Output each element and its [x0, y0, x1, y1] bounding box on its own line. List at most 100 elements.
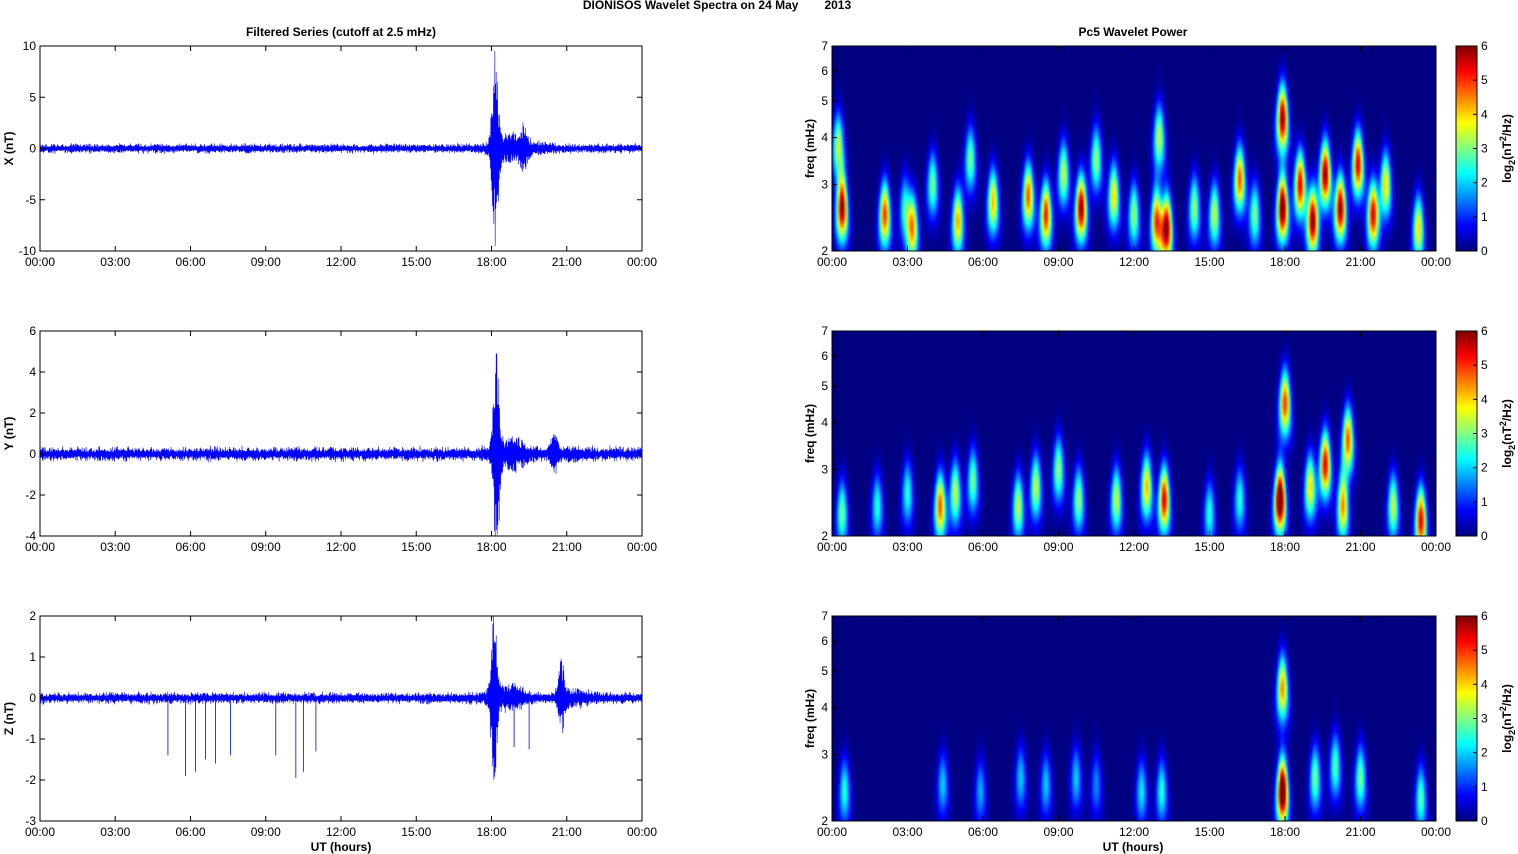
colorbar-label-part: log [1500, 450, 1514, 468]
x-wavelet-x-tick-label: 15:00 [1194, 255, 1224, 269]
y-series-axes-frame [39, 330, 643, 537]
x-wavelet-y-tick-label: 2 [821, 244, 828, 258]
x-wavelet-colorbar-tick-label: 2 [1481, 176, 1488, 190]
x-wavelet-y-tick-label: 4 [821, 131, 828, 145]
x-series-y-tick-label: 5 [29, 90, 36, 104]
y-series-x-tick-label: 12:00 [326, 540, 356, 554]
x-wavelet-y-tick-label: 5 [821, 94, 828, 108]
x-series-trace [40, 50, 642, 246]
y-series-y-tick-label: -4 [25, 529, 36, 543]
colorbar-label-part: 2 [1498, 136, 1508, 141]
colorbar-label-part: (nT [1500, 711, 1514, 730]
y-wavelet-x-tick-label: 06:00 [968, 540, 998, 554]
z-series-x-tick-label: 09:00 [251, 825, 281, 839]
figure-suptitle: DIONISOS Wavelet Spectra on 24 May 2013 [583, 0, 852, 12]
z-wavelet-x-tick-label: 06:00 [968, 825, 998, 839]
colorbar-label-part: 2 [1507, 730, 1517, 735]
y-series-x-tick-label: 09:00 [251, 540, 281, 554]
colorbar-label-part: /Hz) [1500, 684, 1514, 706]
x-series-x-tick-label: 06:00 [175, 255, 205, 269]
y-series-y-tick-label: 4 [29, 365, 36, 379]
y-series-y-tick-label: 2 [29, 406, 36, 420]
y-series-x-tick-label: 15:00 [401, 540, 431, 554]
x-wavelet-colorbar-tick-label: 5 [1481, 73, 1488, 87]
colorbar-label-part: (nT [1500, 141, 1514, 160]
z-wavelet-x-tick-label: 00:00 [817, 825, 847, 839]
y-wavelet-colorbar-tick-label: 3 [1481, 427, 1488, 441]
y-wavelet-y-tick-label: 5 [821, 379, 828, 393]
z-series-y-tick-label: 2 [29, 609, 36, 623]
y-wavelet-colorbar-tick-label: 4 [1481, 392, 1488, 406]
y-wavelet-y-tick-label: 3 [821, 463, 828, 477]
z-wavelet-x-tick-label: 18:00 [1270, 825, 1300, 839]
y-wavelet-y-tick-label: 4 [821, 416, 828, 430]
z-series-x-tick-label: 06:00 [175, 825, 205, 839]
x-series-y-tick-label: 0 [29, 142, 36, 156]
y-wavelet-colorbar-tick-label: 5 [1481, 358, 1488, 372]
colorbar-label-part: /Hz) [1500, 399, 1514, 421]
z-series-axes-frame [39, 615, 643, 822]
z-wavelet-x-tick-label: 15:00 [1194, 825, 1224, 839]
y-wavelet-y-tick-label: 6 [821, 349, 828, 363]
x-series-x-tick-label: 00:00 [25, 255, 55, 269]
x-series-y-tick-label: -10 [19, 244, 37, 258]
z-wavelet-y-tick-label: 4 [821, 701, 828, 715]
y-series-y-tick-label: 6 [29, 324, 36, 338]
x-wavelet-y-tick-label: 7 [821, 39, 828, 53]
colorbar-label-part: (nT [1500, 426, 1514, 445]
x-series-y-label: X (nT) [2, 132, 16, 166]
y-wavelet-colorbar-tick-label: 6 [1481, 324, 1488, 338]
z-wavelet-colorbar-tick-label: 0 [1481, 814, 1488, 828]
suptitle-part: 2013 [824, 0, 851, 12]
x-series-x-tick-label: 00:00 [627, 255, 657, 269]
z-wavelet-y-tick-label: 3 [821, 748, 828, 762]
y-wavelet-x-tick-label: 09:00 [1043, 540, 1073, 554]
x-wavelet-x-tick-label: 18:00 [1270, 255, 1300, 269]
suptitle-part: DIONISOS Wavelet Spectra on 24 May [583, 0, 799, 12]
z-wavelet-colorbar-tick-label: 3 [1481, 712, 1488, 726]
x-wavelet-x-tick-label: 21:00 [1345, 255, 1375, 269]
left-column-title: Filtered Series (cutoff at 2.5 mHz) [246, 25, 436, 39]
right-column-title: Pc5 Wavelet Power [1079, 25, 1188, 39]
x-wavelet-colorbar-tick-label: 3 [1481, 142, 1488, 156]
z-series-y-tick-label: 0 [29, 691, 36, 705]
y-series-y-label: Y (nT) [2, 417, 16, 451]
x-wavelet-colorbar-tick-label: 0 [1481, 244, 1488, 258]
y-wavelet-colorbar-tick-label: 0 [1481, 529, 1488, 543]
y-series-y-tick-label: -2 [25, 488, 36, 502]
z-wavelet-x-tick-label: 00:00 [1421, 825, 1451, 839]
z-series-y-tick-label: -1 [25, 732, 36, 746]
z-wavelet-y-tick-label: 7 [821, 609, 828, 623]
x-wavelet-y-tick-label: 6 [821, 64, 828, 78]
x-series-x-tick-label: 21:00 [552, 255, 582, 269]
z-wavelet-y-tick-label: 2 [821, 814, 828, 828]
colorbar-label-part: 2 [1507, 160, 1517, 165]
y-wavelet-colorbar-tick-label: 1 [1481, 495, 1488, 509]
colorbar-label-part: log [1500, 165, 1514, 183]
y-series-x-tick-label: 18:00 [476, 540, 506, 554]
y-wavelet-colorbar-label: log2(nT2/Hz) [1498, 399, 1517, 468]
z-series-y-label: Z (nT) [2, 702, 16, 735]
y-series-x-tick-label: 00:00 [25, 540, 55, 554]
z-wavelet-x-tick-label: 21:00 [1345, 825, 1375, 839]
x-series-y-tick-label: -5 [25, 193, 36, 207]
z-wavelet-x-tick-label: 09:00 [1043, 825, 1073, 839]
z-series-x-tick-label: 21:00 [552, 825, 582, 839]
z-series-x-tick-label: 00:00 [25, 825, 55, 839]
z-wavelet-y-tick-label: 6 [821, 634, 828, 648]
x-series-x-tick-label: 18:00 [476, 255, 506, 269]
z-wavelet-power-image [832, 616, 1436, 821]
y-series-x-tick-label: 06:00 [175, 540, 205, 554]
colorbar-label-part: /Hz) [1500, 114, 1514, 136]
z-series-x-tick-label: 03:00 [100, 825, 130, 839]
x-wavelet-x-tick-label: 12:00 [1119, 255, 1149, 269]
y-wavelet-y-label: freq (mHz) [803, 404, 817, 463]
y-series-x-tick-label: 03:00 [100, 540, 130, 554]
x-wavelet-x-tick-label: 03:00 [892, 255, 922, 269]
x-wavelet-x-tick-label: 06:00 [968, 255, 998, 269]
z-series-x-tick-label: 12:00 [326, 825, 356, 839]
z-wavelet-colorbar-label: log2(nT2/Hz) [1498, 684, 1517, 753]
z-wavelet-y-tick-label: 5 [821, 664, 828, 678]
y-series-y-tick-label: 0 [29, 447, 36, 461]
